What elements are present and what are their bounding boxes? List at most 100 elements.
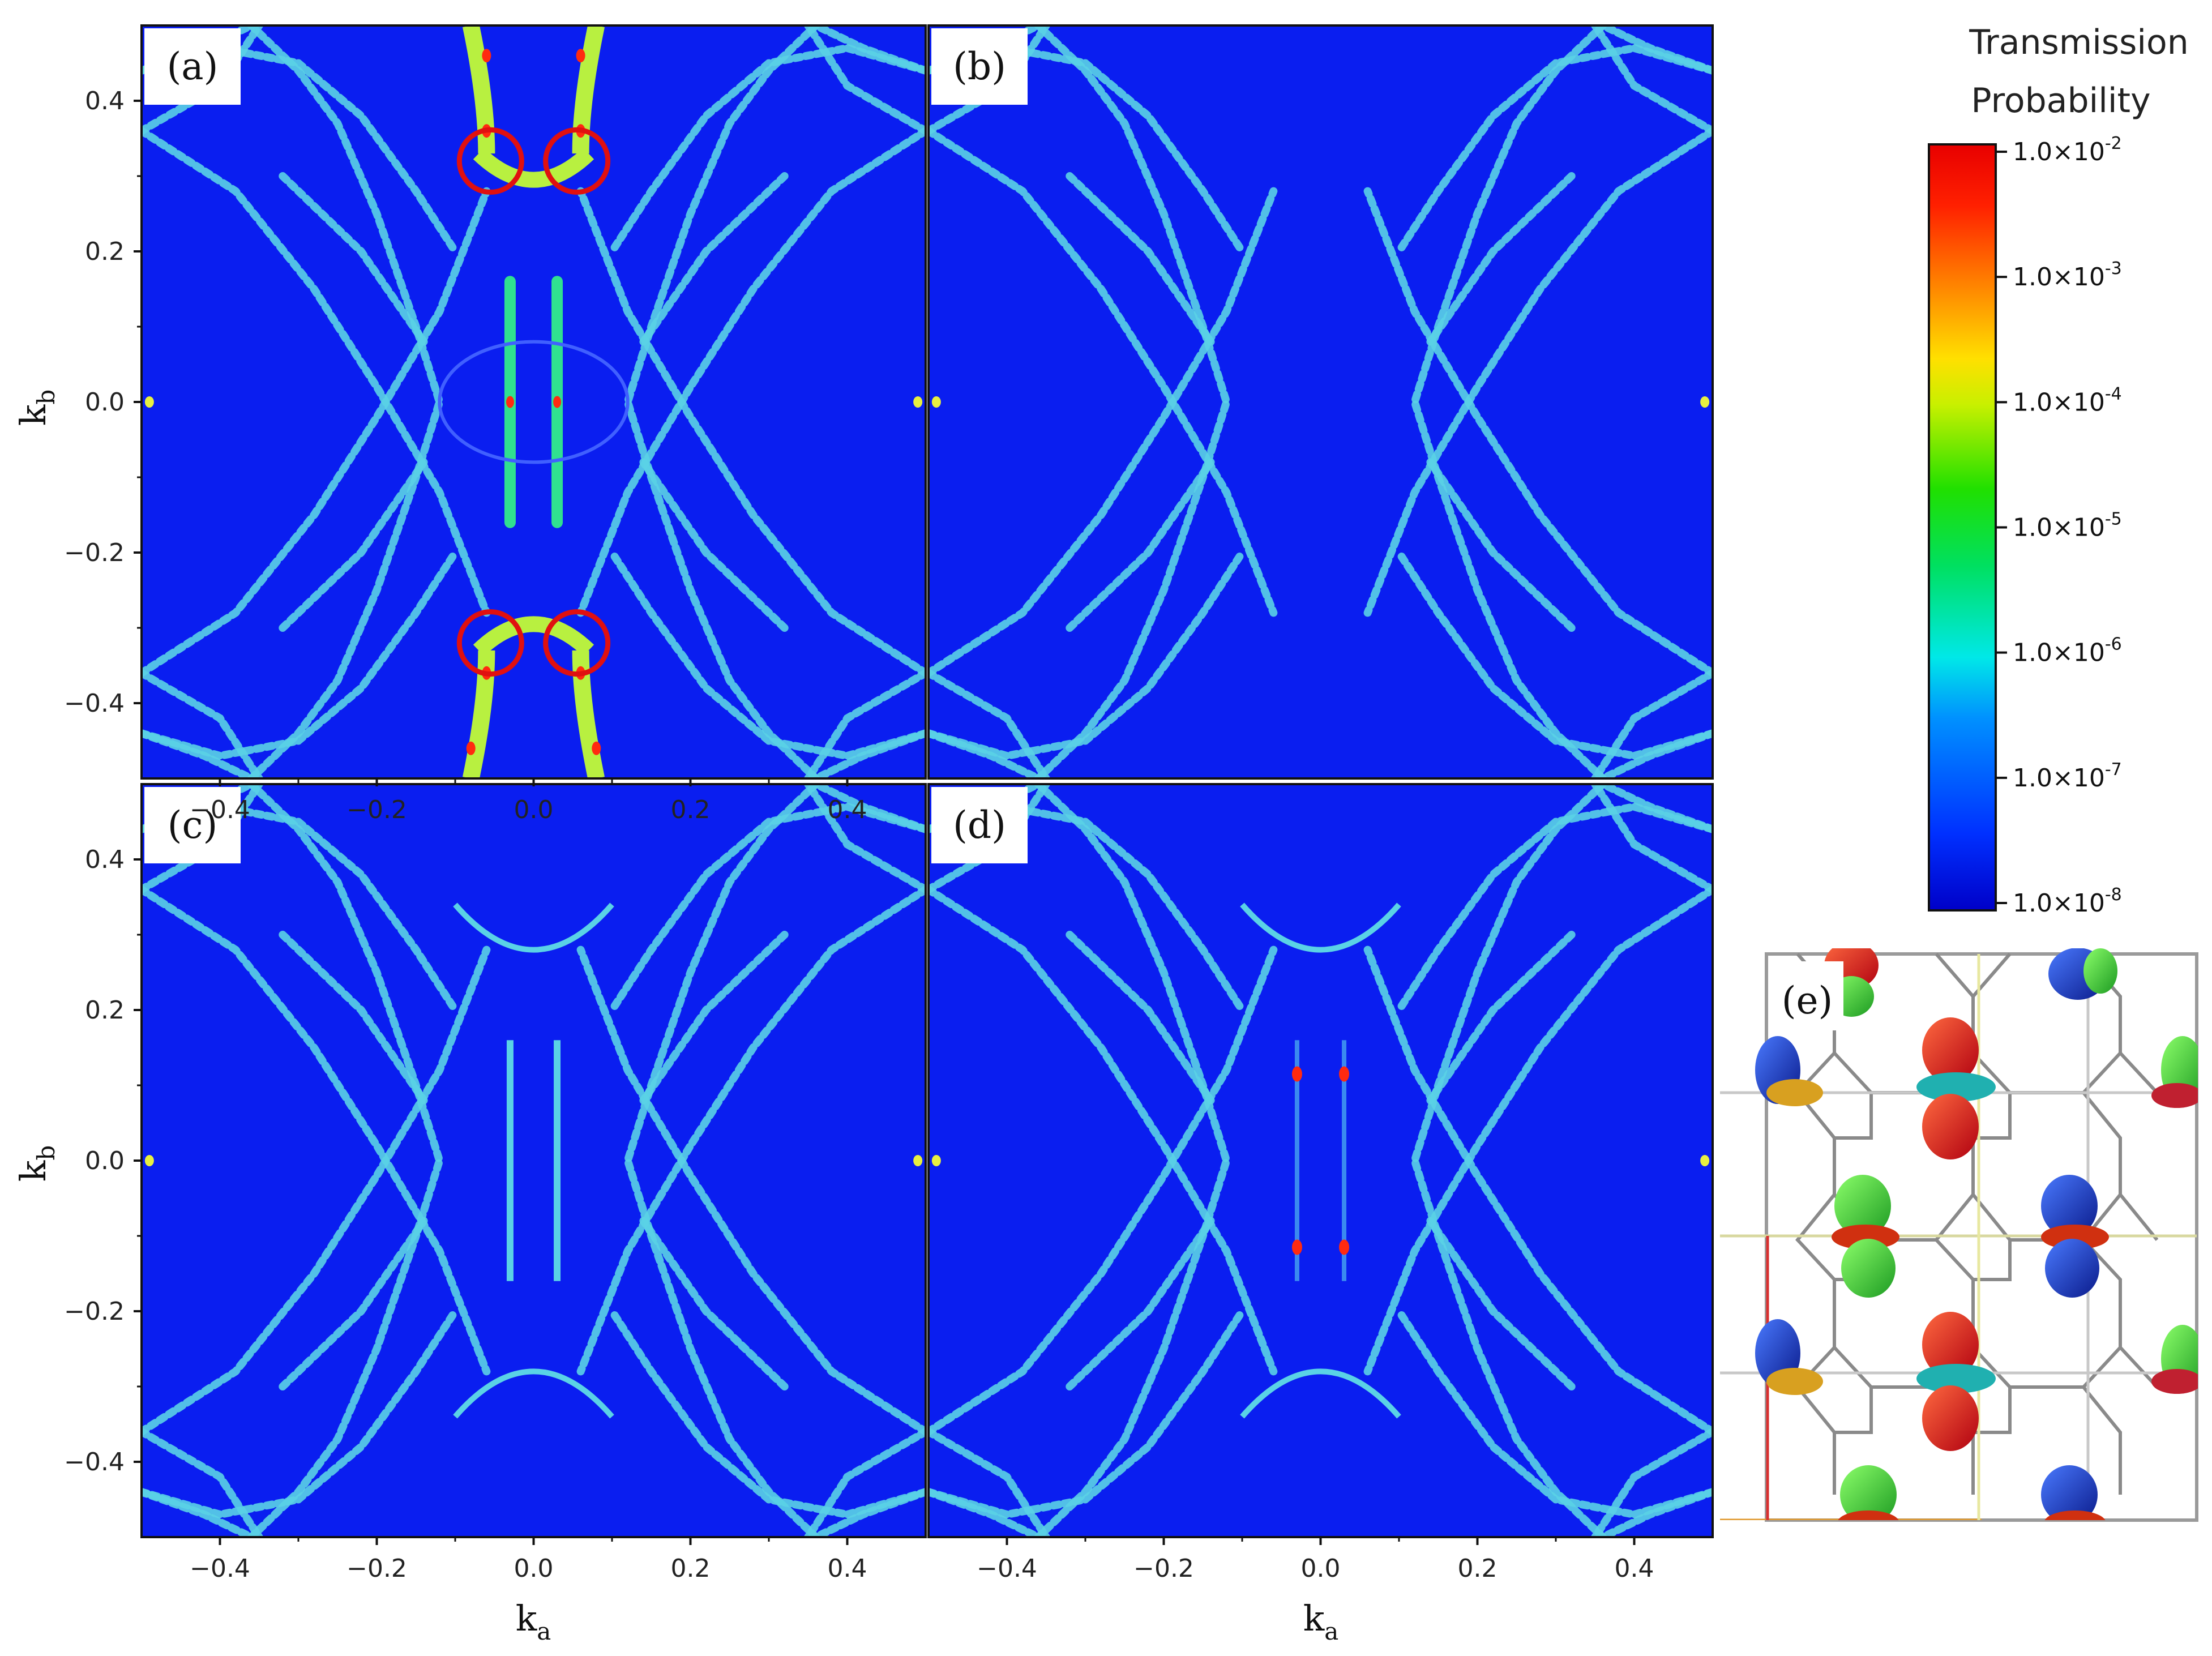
annotation-circle: [543, 609, 611, 677]
hot-spot: [592, 741, 601, 755]
band-curve: [1363, 945, 1713, 1436]
colorbar-title-line2: Probability: [1971, 81, 2150, 121]
x-tick-label: 0.2: [671, 1554, 711, 1583]
band-curve: [142, 669, 263, 778]
panel-b: [927, 24, 1714, 780]
hot-spot: [482, 49, 491, 63]
x-tick-label: −0.4: [190, 1554, 250, 1583]
x-axis-title-right: ka: [1303, 1598, 1339, 1645]
band-curve: [1591, 1427, 1713, 1537]
x-tick-label: 0.0: [1301, 1554, 1341, 1583]
colorbar-tick-label: 1.0×10-7: [2013, 760, 2122, 793]
hot-spot: [1339, 1239, 1350, 1255]
band-curve: [929, 885, 1278, 1376]
y-tick-label: −0.2: [64, 538, 125, 567]
band-curve: [1426, 172, 1576, 346]
band-curve: [1395, 802, 1713, 1014]
band-curve: [929, 1427, 1050, 1537]
hot-spot: [1291, 1239, 1302, 1255]
band-curve: [1066, 931, 1215, 1105]
y-tick-label: 0.0: [85, 388, 125, 417]
colorbar-title-line1: Transmission: [1969, 23, 2189, 62]
x-tick-label: 0.2: [1458, 1554, 1498, 1583]
band-curve: [608, 44, 926, 255]
edge-spot: [931, 1155, 941, 1166]
band-curve: [929, 945, 1278, 1436]
band-arc: [463, 650, 495, 778]
band-curve: [804, 784, 926, 894]
hot-spot: [553, 396, 562, 408]
panel-label-c: (c): [144, 787, 241, 863]
panel-label-b-text: (b): [953, 45, 1006, 88]
colorbar-tick-label: 1.0×10-8: [2013, 885, 2122, 918]
band-curve: [1426, 458, 1576, 632]
band-curve: [1395, 549, 1713, 760]
band-curve: [142, 885, 491, 1376]
panel-label-b: (b): [931, 28, 1028, 105]
colorbar-tick-label: 1.0×10-3: [2013, 259, 2122, 292]
y-tick-label: −0.2: [64, 1297, 125, 1326]
band-curve: [929, 127, 1278, 617]
hot-spot: [466, 741, 476, 755]
panel-background: [929, 784, 1713, 1537]
panel-label-d: (d): [931, 787, 1028, 863]
band-curve: [812, 784, 926, 833]
band-curve: [279, 1217, 428, 1390]
hot-spot: [506, 396, 514, 408]
panel-label-c-text: (c): [168, 803, 217, 847]
y-tick-label: 0.2: [85, 996, 125, 1025]
band-curve: [608, 1307, 926, 1519]
colorbar-tick-label: 1.0×10-4: [2013, 384, 2122, 417]
y-axis-title-top: kb: [12, 390, 60, 426]
band-curve: [804, 1427, 926, 1537]
band-curve: [142, 1427, 263, 1537]
band-curve: [1363, 187, 1713, 677]
band-curve: [929, 669, 1050, 778]
y-tick-label: −0.4: [64, 1448, 125, 1477]
band-curve: [1426, 1217, 1576, 1390]
band-curve: [142, 549, 459, 760]
transmission-features: [142, 784, 926, 1537]
band-curve: [576, 945, 926, 1436]
band-curve: [142, 729, 255, 778]
band-curve: [639, 931, 789, 1105]
band-curve: [812, 1488, 926, 1537]
edge-spot: [913, 1155, 923, 1166]
band-curve: [1363, 127, 1713, 617]
band-curve: [279, 172, 428, 346]
lattice-lines: [1720, 948, 2198, 1520]
edge-spot: [1700, 1155, 1710, 1166]
heatmap-panels: [140, 24, 1714, 1538]
band-curve: [1395, 44, 1713, 255]
band-curve: [608, 549, 926, 760]
band-curve: [576, 885, 926, 1376]
band-curve: [804, 25, 926, 135]
colorbar-ticks: 1.0×10-2 1.0×10-3 1.0×10-4 1.0×10-5 1.0×10-6…: [1996, 134, 2122, 918]
band-arc: [473, 616, 594, 657]
edge-spot: [931, 396, 941, 408]
transmission-features: [929, 25, 1713, 778]
x-tick-label: 0.0: [514, 795, 554, 824]
x-tick-label: −0.4: [190, 795, 250, 824]
band-curve: [1599, 1488, 1713, 1537]
hot-spot: [1339, 1066, 1350, 1082]
band-curve: [142, 1488, 255, 1537]
axes: −0.4 −0.2 0.0 0.2 0.4 −0.4 −0.2 0.0 0.2 0.4 −0.4 −0…: [64, 87, 1654, 1583]
colorbar-tick-label: 1.0×10-5: [2013, 510, 2122, 542]
panel-background: [929, 25, 1713, 778]
band-curve: [639, 458, 789, 632]
y-tick-label: 0.0: [85, 1146, 125, 1175]
band-curve: [639, 172, 789, 346]
band-curve: [929, 729, 1042, 778]
edge-spot: [144, 1155, 154, 1166]
hot-spot: [576, 49, 585, 63]
x-tick-label: −0.2: [1133, 1554, 1194, 1583]
band-curve: [1066, 172, 1215, 346]
band-curve: [1599, 729, 1713, 778]
orbital-illustration: (e): [1720, 948, 2198, 1522]
x-tick-label: 0.4: [1615, 1554, 1654, 1583]
x-tick-label: −0.2: [346, 795, 407, 824]
panel-c: [140, 783, 927, 1538]
panel-label-e-text: (e): [1782, 979, 1833, 1022]
